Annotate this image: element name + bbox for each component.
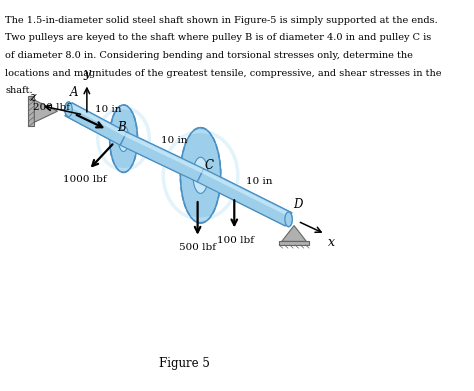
Text: 500 lbf: 500 lbf [179,243,216,252]
Text: of diameter 8.0 in. Considering bending and torsional stresses only, determine t: of diameter 8.0 in. Considering bending … [5,51,413,60]
Polygon shape [28,96,34,126]
Ellipse shape [65,102,72,117]
Text: A: A [70,86,79,99]
Polygon shape [202,170,292,217]
Polygon shape [70,104,127,136]
Ellipse shape [285,212,292,227]
Ellipse shape [193,157,208,194]
Text: 10 in: 10 in [161,136,188,145]
Text: 100 lbf: 100 lbf [217,236,254,245]
Polygon shape [197,169,292,226]
Text: y: y [83,67,91,80]
Ellipse shape [65,102,72,117]
FancyBboxPatch shape [279,241,309,245]
Polygon shape [120,132,204,182]
Polygon shape [197,169,292,226]
Text: B: B [118,121,126,134]
Text: Two pulleys are keyed to the shaft where pulley B is of diameter 4.0 in and pull: Two pulleys are keyed to the shaft where… [5,33,431,42]
Polygon shape [125,133,203,173]
Ellipse shape [285,212,292,227]
Polygon shape [70,104,127,136]
Polygon shape [120,132,204,182]
Ellipse shape [109,105,137,172]
Text: 10 in: 10 in [246,177,272,186]
Text: locations and magnitudes of the greatest tensile, compressive, and shear stresse: locations and magnitudes of the greatest… [5,68,442,78]
Text: z: z [29,91,36,104]
Polygon shape [34,100,57,122]
Text: Figure 5: Figure 5 [159,357,210,369]
Polygon shape [282,226,306,241]
Polygon shape [65,103,127,145]
Text: shaft.: shaft. [5,86,33,95]
Text: 200 lbf: 200 lbf [33,102,70,111]
Text: 10 in: 10 in [95,105,122,114]
Text: The 1.5-in-diameter solid steel shaft shown in Figure-5 is simply supported at t: The 1.5-in-diameter solid steel shaft sh… [5,16,438,25]
Ellipse shape [181,127,221,223]
Ellipse shape [118,126,129,151]
Text: C: C [204,159,213,172]
Text: D: D [293,198,302,211]
Polygon shape [125,133,203,173]
Text: 1000 lbf: 1000 lbf [63,175,107,184]
Polygon shape [202,170,292,217]
Text: x: x [328,236,335,249]
Polygon shape [65,103,127,145]
